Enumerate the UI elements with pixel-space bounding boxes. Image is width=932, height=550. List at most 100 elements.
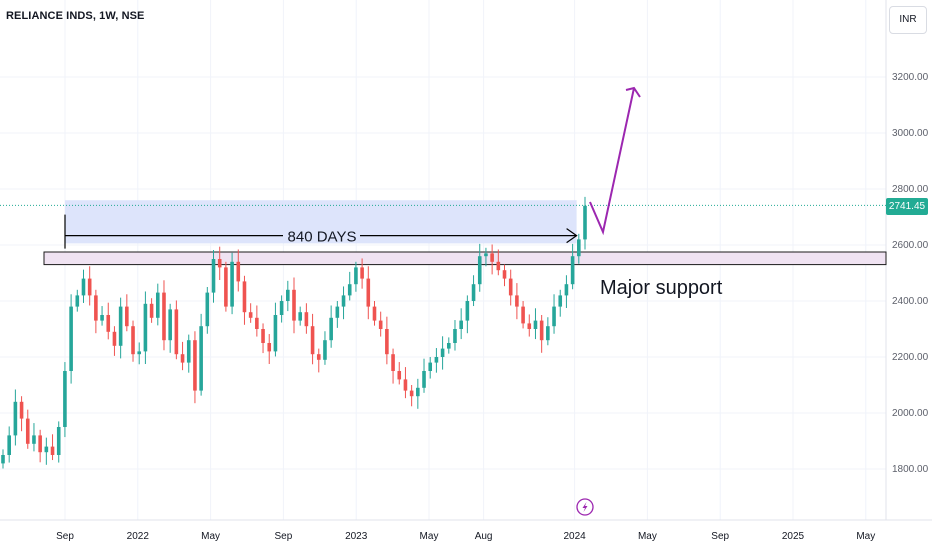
candle-body [304, 312, 309, 327]
candle-body [292, 289, 296, 321]
x-tick-label: May [420, 531, 439, 542]
candle-body [539, 320, 544, 341]
candle-body [286, 289, 290, 301]
x-tick-label: 2022 [127, 531, 150, 542]
candle-body [261, 329, 265, 343]
candle-body [316, 354, 321, 360]
candle-body [564, 284, 569, 296]
candle-body [205, 292, 210, 327]
candle-body [143, 303, 148, 352]
candle-body [75, 295, 80, 307]
candle-body [453, 329, 457, 343]
candle-body [180, 354, 185, 363]
candle-body [106, 315, 111, 332]
candle-body [446, 343, 451, 349]
candle-body [341, 295, 346, 307]
candle-body [149, 303, 154, 318]
projection-path [589, 87, 635, 236]
x-tick-label: May [201, 531, 220, 542]
x-tick-label: May [638, 531, 657, 542]
candle-body [552, 306, 556, 327]
candle-body [546, 326, 550, 341]
candle-body [521, 306, 525, 324]
candle-body [168, 309, 172, 341]
y-tick-label: 2200.00 [892, 352, 929, 363]
candle-body [25, 418, 30, 444]
y-tick-label: 1800.00 [892, 464, 929, 475]
currency-selector[interactable]: INR [889, 6, 927, 34]
range-arrow-head [566, 228, 578, 244]
candle-body [211, 259, 216, 293]
candle-body [273, 315, 278, 352]
candle-body [372, 306, 377, 321]
price-axis[interactable]: 1800.00 2000.00 2200.00 2400.00 2600.00 2800.… [892, 72, 929, 475]
candle-body [174, 309, 179, 355]
symbol-title: RELIANCE INDS, 1W, NSE [6, 10, 145, 22]
candle-body [112, 331, 117, 346]
candle-body [416, 387, 420, 397]
candle-body [255, 317, 259, 329]
range-label: 840 DAYS [288, 229, 357, 246]
x-tick-label: Sep [275, 531, 293, 542]
candle-body [193, 340, 197, 391]
x-tick-label: 2023 [345, 531, 368, 542]
candle-body [515, 295, 519, 307]
candle-body [81, 278, 86, 296]
candle-body [217, 259, 222, 268]
candle-body [428, 362, 433, 371]
candle-body [397, 371, 402, 380]
candle-body [434, 357, 439, 363]
candle-body [248, 312, 253, 318]
candle-body [496, 261, 501, 271]
candle-body [533, 320, 538, 329]
candle-body [378, 320, 383, 329]
candle-body [440, 348, 445, 357]
candle-body [199, 326, 203, 391]
lightning-glyph [582, 502, 588, 512]
last-price-badge: 2741.45 [886, 198, 928, 215]
y-tick-label: 3200.00 [892, 72, 929, 83]
candle-body [131, 326, 135, 355]
y-tick-label: 2400.00 [892, 296, 929, 307]
candle-body [502, 270, 507, 279]
support-zone [43, 251, 887, 266]
candle-body [230, 261, 234, 307]
candle-body [577, 239, 581, 257]
candle-body [44, 446, 49, 453]
candle-body [118, 306, 123, 346]
candle-body [13, 401, 18, 436]
candle-body [1, 455, 5, 464]
candle-body [335, 306, 340, 318]
candle-body [38, 435, 42, 453]
y-tick-label: 2800.00 [892, 184, 929, 195]
candle-body [279, 301, 284, 315]
candle-body [242, 281, 247, 313]
candle-body [360, 267, 364, 279]
candlestick-series [1, 196, 587, 469]
candle-body [391, 354, 395, 371]
candle-body [310, 326, 315, 355]
x-tick-label: 2024 [563, 531, 586, 542]
candle-body [186, 340, 191, 363]
support-label: Major support [600, 277, 723, 299]
time-axis[interactable]: Sep 2022 May Sep 2023 May Aug 2024 May Sep 2025 May [56, 531, 875, 542]
annotation-layer: 840 DAYS Major support [0, 86, 886, 516]
y-tick-label: 3000.00 [892, 128, 929, 139]
candle-body [267, 343, 272, 352]
candle-body [323, 340, 327, 360]
candle-body [69, 306, 73, 371]
x-tick-label: Sep [711, 531, 729, 542]
candle-body [224, 267, 228, 307]
candle-body [347, 284, 352, 296]
candle-body [465, 301, 470, 321]
candle-body [366, 278, 371, 307]
candle-body [56, 427, 61, 455]
candle-body [87, 278, 92, 296]
x-tick-label: May [856, 531, 875, 542]
candle-body [422, 371, 426, 388]
candle-body [490, 253, 494, 262]
candle-body [63, 371, 67, 427]
candle-body [508, 278, 513, 296]
y-tick-label: 2600.00 [892, 240, 929, 251]
